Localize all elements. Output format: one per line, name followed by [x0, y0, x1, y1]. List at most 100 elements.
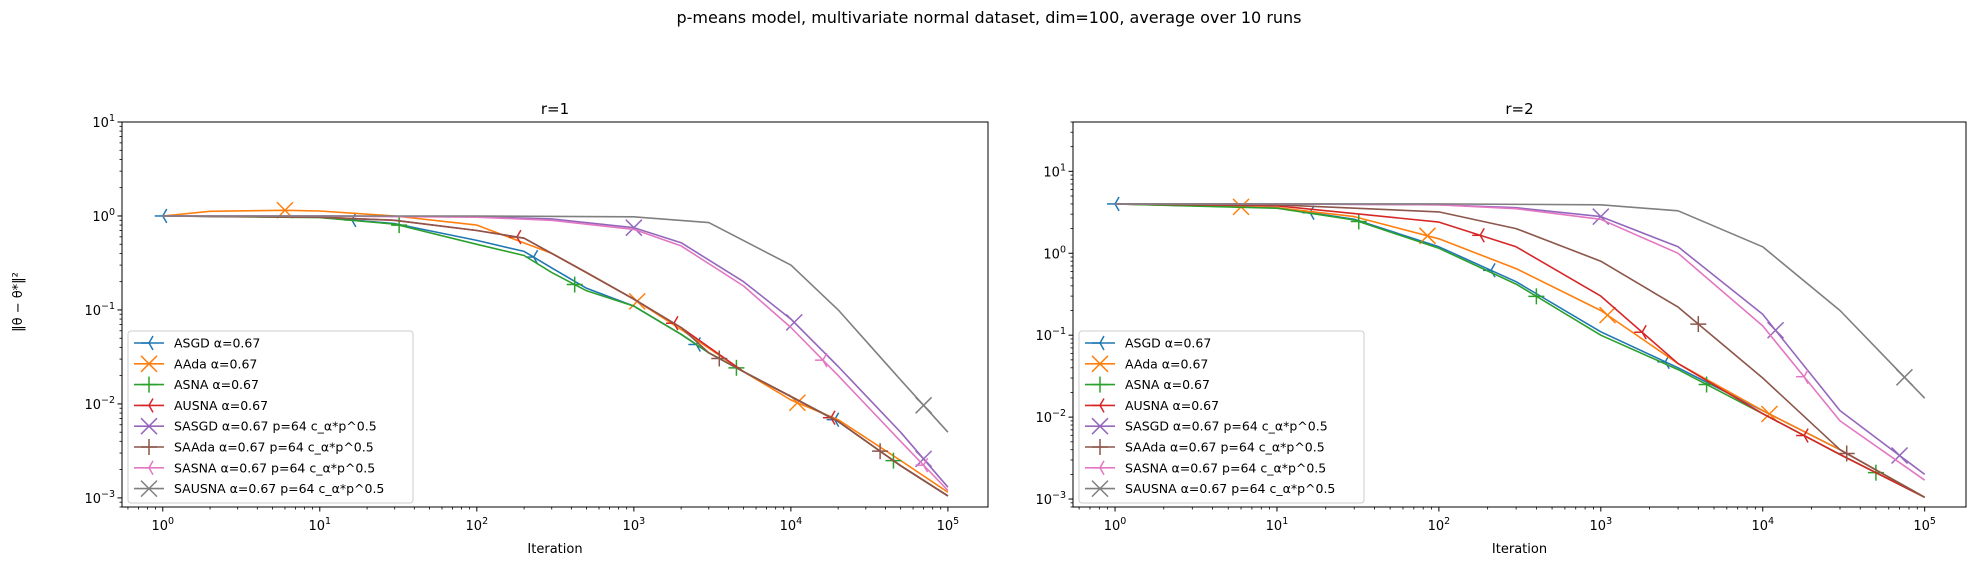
- series-marker-ausna-b: [830, 410, 836, 419]
- legend-marker-b: [1091, 417, 1109, 435]
- series-marker-ausna: [1796, 428, 1809, 443]
- series-marker-asgd: [1107, 196, 1120, 212]
- series-line-saada: [162, 215, 949, 497]
- x-tick-label: 103: [1590, 516, 1613, 534]
- series-marker-sausna-b: [915, 396, 933, 414]
- x-tick-label: 104: [1751, 516, 1774, 534]
- series-marker-sasna-b: [922, 457, 929, 466]
- x-tick-label-base: 10: [1590, 519, 1607, 534]
- legend-label: SASGD α=0.67 p=64 c_α*p^0.5: [174, 419, 377, 434]
- figure-suptitle: p-means model, multivariate normal datas…: [676, 8, 1301, 27]
- y-tick-label-base: 10: [1035, 493, 1052, 508]
- y-tick-label: 10−3: [84, 489, 115, 507]
- series-marker-asgd: [154, 208, 168, 224]
- legend-label: SASNA α=0.67 p=64 c_α*p^0.5: [174, 460, 375, 475]
- series-marker-aada: [1598, 306, 1617, 324]
- legend-marker-c: [148, 342, 154, 351]
- series-marker-ausna: [1472, 227, 1485, 243]
- series-marker-sasgd: [785, 313, 803, 331]
- y-tick-label-exp: −2: [1052, 408, 1066, 419]
- series-marker-ausna-c: [516, 236, 522, 245]
- legend-marker-c: [148, 467, 154, 476]
- series-marker-ausna-c: [1641, 331, 1647, 340]
- series-marker-asna: [1350, 213, 1367, 230]
- series-line-sausna: [1115, 203, 1926, 399]
- legend-marker: [1092, 460, 1105, 476]
- legend-marker: [1092, 335, 1105, 351]
- x-tick-label-exp: 2: [482, 516, 488, 527]
- legend-marker: [1092, 439, 1108, 455]
- x-tick-label-exp: 3: [639, 516, 645, 527]
- x-axis-label: Iteration: [527, 542, 582, 557]
- x-tick-label-base: 10: [780, 519, 797, 534]
- series-marker-aada-b: [1598, 306, 1617, 324]
- y-tick-label-base: 10: [92, 210, 109, 225]
- x-tick-label-base: 10: [466, 519, 483, 534]
- legend-marker: [140, 355, 158, 373]
- y-tick-label: 10−2: [1035, 408, 1066, 426]
- x-tick-label-exp: 0: [168, 516, 174, 527]
- series-marker-aada-b: [1418, 227, 1436, 245]
- series-marker-sasna-c: [1803, 376, 1809, 385]
- legend-label: SAUSNA α=0.67 p=64 c_α*p^0.5: [174, 481, 384, 496]
- legend-marker-c: [1099, 342, 1105, 351]
- series-marker-saada: [1838, 445, 1855, 462]
- series-group: [154, 201, 949, 497]
- legend-marker-b: [140, 355, 158, 373]
- legend-label: SAUSNA α=0.67 p=64 c_α*p^0.5: [1125, 481, 1335, 496]
- y-tick-label-base: 10: [1043, 247, 1060, 262]
- x-tick-label-base: 10: [937, 519, 954, 534]
- chart-title: r=1: [541, 100, 569, 118]
- y-tick-label-base: 10: [84, 398, 101, 413]
- series-line-sausna: [162, 215, 949, 433]
- x-tick-label: 103: [623, 516, 646, 534]
- x-tick-label-base: 10: [623, 519, 640, 534]
- legend-marker-b: [1099, 335, 1105, 344]
- series-marker-sasgd: [625, 219, 643, 237]
- legend-marker-b: [1099, 460, 1105, 469]
- series-marker-sausna: [1895, 368, 1913, 386]
- series-marker-saada: [872, 443, 889, 460]
- x-tick-label: 105: [937, 516, 960, 534]
- x-tick-label-base: 10: [1104, 519, 1121, 534]
- series-marker-asgd-b: [162, 208, 168, 217]
- legend-marker-b: [1099, 398, 1105, 406]
- series-marker-ausna: [1634, 324, 1647, 340]
- y-tick-label: 10−1: [84, 301, 115, 319]
- series-marker-saada: [1690, 316, 1707, 333]
- series-marker-sausna: [915, 396, 933, 414]
- y-tick-label-exp: −1: [1052, 326, 1066, 337]
- series-marker-aada-b: [788, 394, 806, 412]
- y-tick-label-base: 10: [84, 304, 101, 319]
- x-tick-label-exp: 3: [1606, 516, 1612, 527]
- x-tick-label: 101: [1266, 516, 1289, 534]
- series-marker-sasna-b: [1803, 369, 1809, 378]
- series-marker-ausna-b: [516, 229, 522, 238]
- series-marker-asgd-b: [1490, 263, 1496, 271]
- legend-marker: [1091, 417, 1109, 435]
- y-tick-label: 101: [1043, 162, 1066, 180]
- series-marker-sasna: [915, 457, 929, 473]
- legend-marker: [1091, 355, 1109, 373]
- axes-frame: [1072, 121, 1967, 508]
- legend-marker-b: [1091, 480, 1109, 498]
- legend-marker-c: [1099, 467, 1105, 476]
- x-tick-label-exp: 1: [1282, 516, 1288, 527]
- series-marker-sasna: [814, 352, 828, 368]
- legend-marker: [1091, 480, 1109, 498]
- series-marker-sasgd-b: [1592, 208, 1610, 226]
- series-marker-aada: [1418, 227, 1436, 245]
- legend-box: [127, 330, 414, 504]
- legend-marker: [1092, 398, 1105, 413]
- y-tick-label-base: 10: [84, 492, 101, 507]
- y-tick-label-base: 10: [1035, 329, 1052, 344]
- series-marker-ausna-c: [1479, 234, 1485, 243]
- x-axis-label: Iteration: [1492, 542, 1547, 557]
- x-tick-label-base: 10: [1428, 519, 1445, 534]
- legend-marker-b: [140, 417, 158, 435]
- series-marker-sasna-c: [922, 464, 929, 473]
- series-marker-saada: [711, 350, 728, 367]
- legend-marker-b: [1091, 355, 1109, 373]
